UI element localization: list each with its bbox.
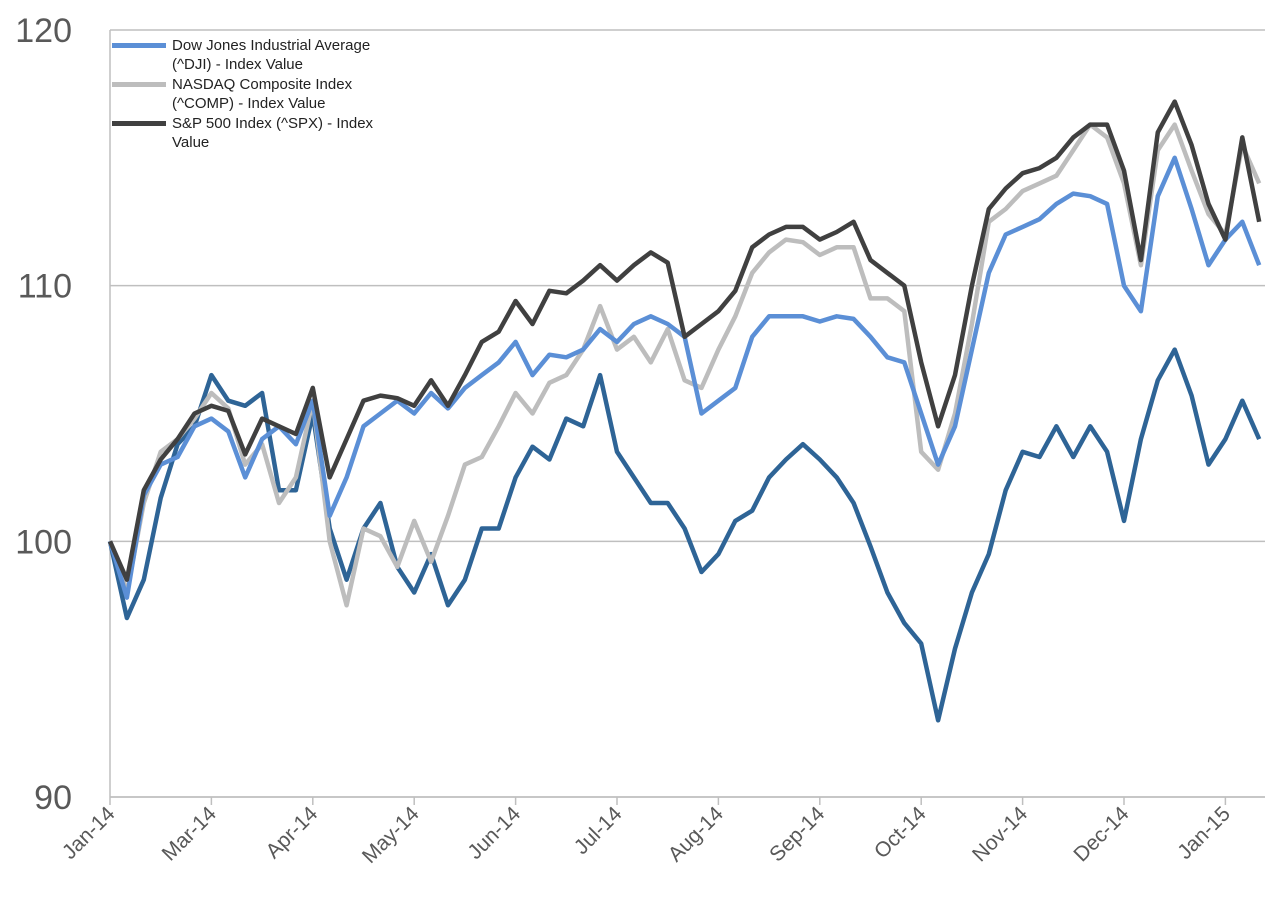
- x-tick-label: Jan-15: [1173, 802, 1235, 864]
- legend-item: Dow Jones Industrial Average (^DJI) - In…: [112, 36, 412, 74]
- legend-item: NASDAQ Composite Index (^COMP) - Index V…: [112, 75, 412, 113]
- x-tick-label: Oct-14: [870, 802, 931, 863]
- x-tick-label: Jun-14: [463, 802, 525, 864]
- x-tick-label: Aug-14: [664, 802, 728, 866]
- legend: Dow Jones Industrial Average (^DJI) - In…: [112, 36, 412, 153]
- series-line: [107, 122, 1262, 608]
- legend-swatch: [112, 43, 166, 48]
- legend-item: S&P 500 Index (^SPX) - Index Value: [112, 114, 412, 152]
- legend-label: Dow Jones Industrial Average (^DJI) - In…: [172, 37, 371, 73]
- y-tick-label: 110: [18, 268, 72, 306]
- y-tick-label: 100: [15, 523, 72, 561]
- x-tick-label: Sep-14: [765, 802, 829, 866]
- x-tick-label: Mar-14: [158, 802, 222, 866]
- x-tick-label: Jul-14: [570, 802, 627, 859]
- series-line: [107, 99, 1262, 582]
- x-tick-label: May-14: [358, 802, 424, 868]
- legend-swatch: [112, 82, 166, 87]
- legend-label: S&P 500 Index (^SPX) - Index Value: [172, 115, 374, 151]
- x-tick-label: Dec-14: [1069, 802, 1133, 866]
- x-tick-label: Apr-14: [262, 802, 323, 863]
- y-tick-label: 90: [34, 779, 72, 817]
- y-tick-label: 120: [15, 12, 72, 50]
- x-tick-label: Nov-14: [968, 802, 1032, 866]
- legend-label: NASDAQ Composite Index (^COMP) - Index V…: [172, 76, 353, 112]
- series-line: [107, 347, 1262, 723]
- legend-swatch: [112, 121, 166, 126]
